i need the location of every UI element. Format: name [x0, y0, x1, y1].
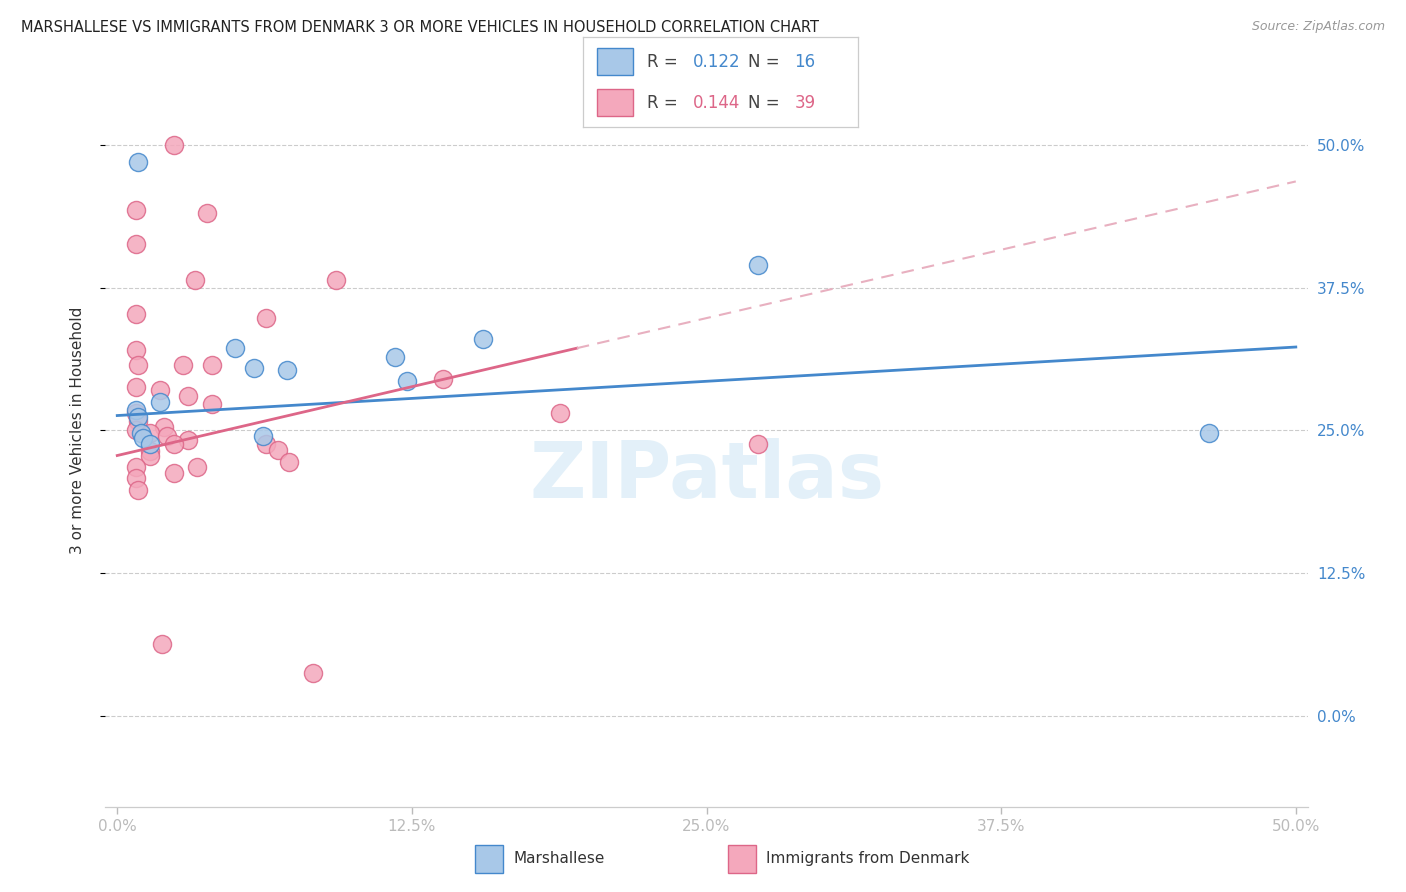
Point	[125, 459, 148, 474]
Text: Marshallese: Marshallese	[513, 851, 605, 866]
Point	[471, 332, 494, 346]
Text: Immigrants from Denmark: Immigrants from Denmark	[766, 851, 970, 866]
Point	[325, 273, 347, 287]
Point	[254, 437, 277, 451]
FancyBboxPatch shape	[475, 846, 503, 873]
Point	[127, 414, 149, 428]
Point	[252, 429, 274, 443]
Point	[243, 360, 266, 375]
Point	[125, 471, 148, 485]
Point	[125, 424, 148, 438]
Point	[184, 273, 207, 287]
Point	[200, 359, 222, 373]
Point	[149, 394, 172, 409]
Point	[278, 455, 301, 469]
Point	[127, 483, 149, 497]
Point	[432, 372, 454, 386]
Point	[127, 155, 149, 169]
Point	[224, 341, 246, 355]
Point	[177, 433, 200, 447]
Point	[125, 202, 148, 217]
Y-axis label: 3 or more Vehicles in Household: 3 or more Vehicles in Household	[70, 307, 84, 554]
Point	[139, 449, 162, 463]
Point	[195, 206, 218, 220]
Point	[186, 459, 208, 474]
Point	[156, 429, 179, 443]
FancyBboxPatch shape	[598, 89, 633, 116]
Point	[150, 637, 173, 651]
Point	[276, 363, 298, 377]
Point	[129, 425, 152, 440]
Text: N =: N =	[748, 53, 785, 70]
Text: R =: R =	[647, 53, 682, 70]
Point	[139, 425, 162, 440]
Point	[125, 406, 148, 420]
Point	[396, 374, 419, 388]
Point	[384, 351, 406, 365]
Point	[200, 397, 222, 411]
Point	[125, 402, 148, 417]
Point	[163, 466, 186, 480]
FancyBboxPatch shape	[598, 48, 633, 75]
Point	[254, 311, 277, 326]
Point	[172, 359, 194, 373]
Point	[1198, 425, 1220, 440]
Text: MARSHALLESE VS IMMIGRANTS FROM DENMARK 3 OR MORE VEHICLES IN HOUSEHOLD CORRELATI: MARSHALLESE VS IMMIGRANTS FROM DENMARK 3…	[21, 20, 820, 35]
Point	[139, 444, 162, 458]
Point	[747, 437, 769, 451]
Text: 16: 16	[794, 53, 815, 70]
Text: 39: 39	[794, 94, 815, 112]
Point	[177, 389, 200, 403]
Point	[127, 359, 149, 373]
Text: R =: R =	[647, 94, 682, 112]
Point	[125, 237, 148, 252]
Point	[747, 258, 769, 272]
Point	[132, 431, 155, 445]
Point	[163, 437, 186, 451]
Text: 0.122: 0.122	[693, 53, 741, 70]
Point	[125, 380, 148, 394]
Point	[266, 442, 288, 457]
Text: 0.144: 0.144	[693, 94, 741, 112]
Text: Source: ZipAtlas.com: Source: ZipAtlas.com	[1251, 20, 1385, 33]
Point	[139, 437, 162, 451]
Point	[125, 307, 148, 321]
Point	[163, 137, 186, 152]
FancyBboxPatch shape	[728, 846, 756, 873]
Point	[153, 420, 176, 434]
Point	[127, 409, 149, 424]
Point	[550, 406, 572, 420]
Text: ZIPatlas: ZIPatlas	[529, 438, 884, 514]
Point	[149, 384, 172, 398]
Point	[125, 343, 148, 358]
Point	[302, 665, 325, 680]
Text: N =: N =	[748, 94, 785, 112]
